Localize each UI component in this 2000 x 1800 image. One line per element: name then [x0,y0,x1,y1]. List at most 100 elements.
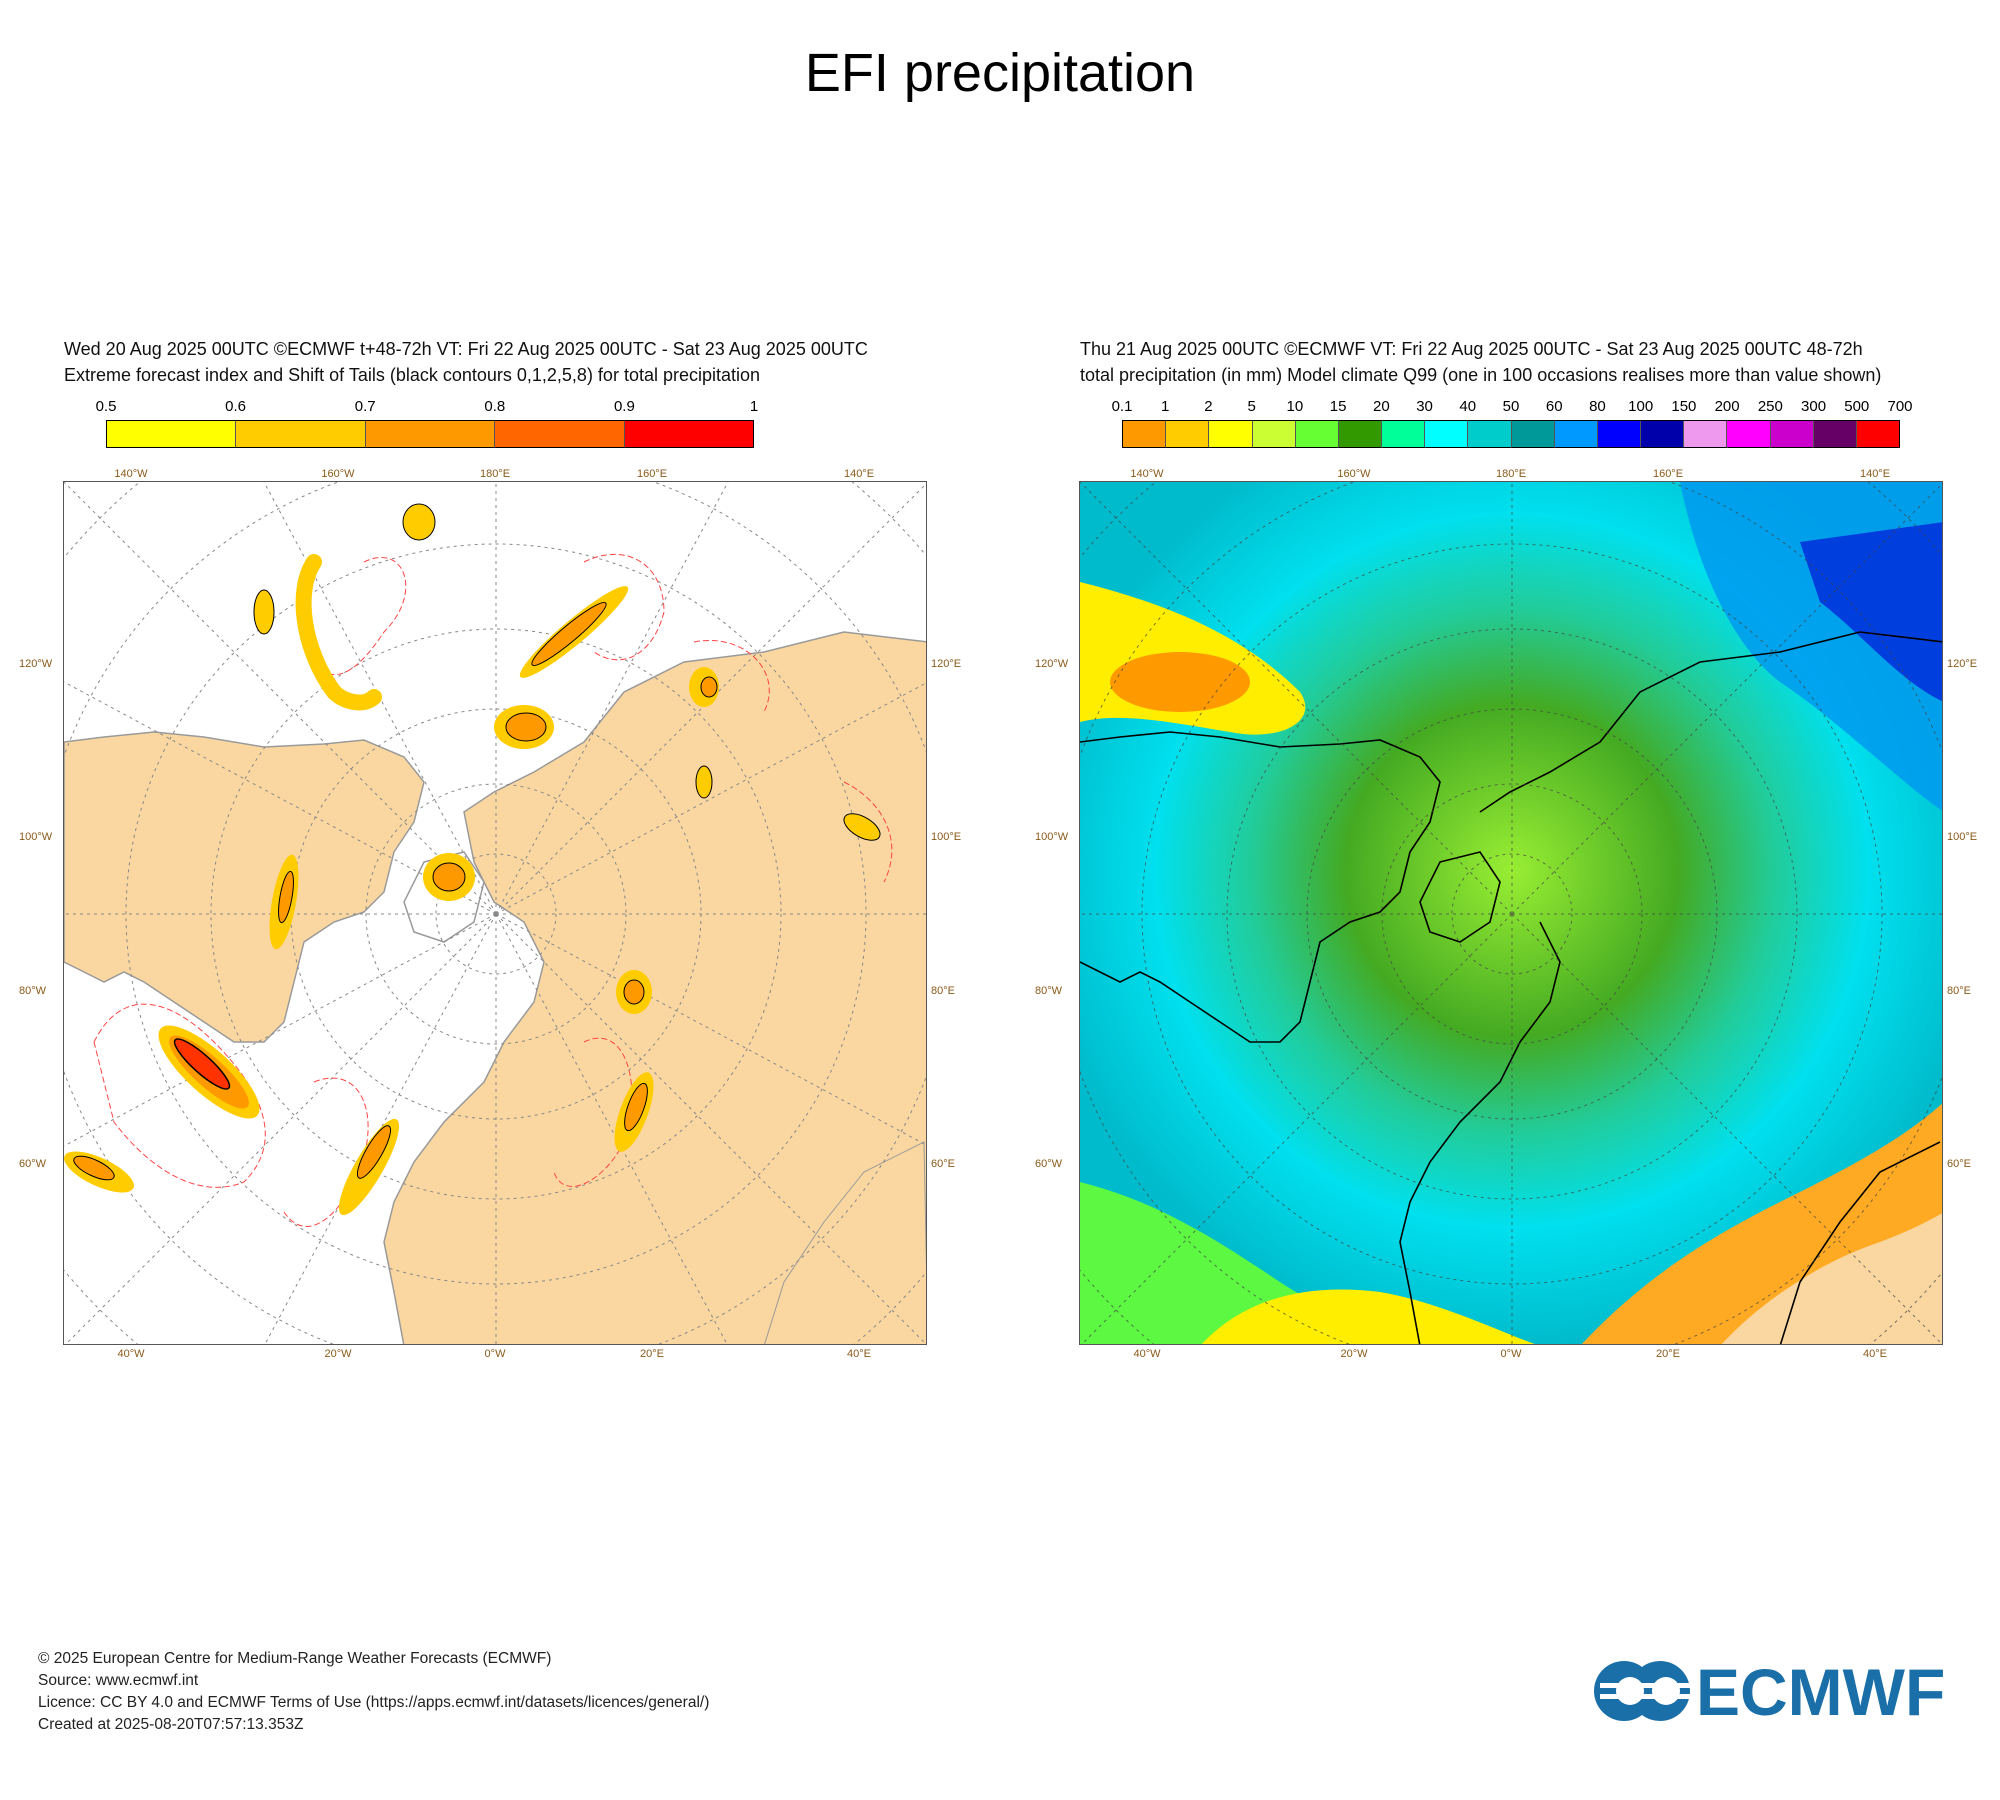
right-header-line1: Thu 21 Aug 2025 00UTC ©ECMWF VT: Fri 22 … [1080,339,1863,359]
left-colorbar-labels: 0.5 0.6 0.7 0.8 0.9 1 [96,398,759,416]
colorbar-label: 50 [1502,398,1520,415]
axis-label-bottom: 40°E [847,1348,871,1360]
colorbar-swatch [1209,421,1253,447]
colorbar-label: 5 [1247,398,1256,415]
right-map-canvas [1080,482,1942,1344]
colorbar-swatch [1641,421,1685,447]
colorbar-label: 0.9 [613,398,635,415]
colorbar-label: 700 [1887,398,1913,415]
colorbar-label: 15 [1329,398,1347,415]
colorbar-swatch [107,421,237,447]
axis-label-top: 160°E [636,468,668,480]
footer-created: Created at 2025-08-20T07:57:13.353Z [38,1716,304,1733]
axis-label-top: 180°E [1495,468,1527,480]
left-header-line2: Extreme forecast index and Shift of Tail… [64,365,761,385]
colorbar-label: 40 [1459,398,1477,415]
axis-label-bottom: 20°E [640,1348,664,1360]
axis-label-bottom: 40°W [117,1348,145,1360]
colorbar-swatch [1511,421,1555,447]
axis-label-right: 80°E [931,985,955,997]
axis-label-top: 140°W [1130,468,1164,480]
footer: © 2025 European Centre for Medium-Range … [38,1648,709,1736]
land-africa [764,1141,926,1344]
axis-label-right: 120°E [931,658,962,670]
axis-label-bottom: 0°W [484,1348,506,1360]
axis-label-right: 60°E [931,1158,955,1170]
colorbar-label: 500 [1844,398,1870,415]
axis-label-left: 100°W [1035,831,1069,843]
colorbar-label: 300 [1801,398,1827,415]
right-colorbar [1122,420,1900,448]
axis-label-right: 100°E [1947,831,1978,843]
axis-label-top: 160°E [1652,468,1684,480]
colorbar-label: 0.6 [225,398,247,415]
axis-label-top: 160°W [321,468,355,480]
colorbar-swatch [365,421,496,447]
axis-label-bottom: 40°W [1133,1348,1161,1360]
axis-label-right: 80°E [1947,985,1971,997]
axis-label-bottom: 20°E [1656,1348,1680,1360]
ecmwf-logo-mark [1594,1661,1690,1721]
axis-label-right: 120°E [1947,658,1978,670]
colorbar-label: 250 [1757,398,1783,415]
right-map[interactable] [1079,481,1943,1345]
left-panel-header: Wed 20 Aug 2025 00UTC ©ECMWF t+48-72h VT… [64,336,868,388]
axis-label-left: 120°W [19,658,53,670]
footer-licence: Licence: CC BY 4.0 and ECMWF Terms of Us… [38,1694,710,1711]
colorbar-swatch [1123,421,1167,447]
colorbar-label: 2 [1204,398,1213,415]
colorbar-label: 10 [1286,398,1304,415]
colorbar-label: 60 [1545,398,1563,415]
colorbar-label: 0.8 [484,398,506,415]
colorbar-label: 30 [1416,398,1433,415]
left-map[interactable] [63,481,927,1345]
colorbar-swatch [1338,421,1383,447]
left-map-canvas [64,482,926,1344]
colorbar-swatch [236,421,366,447]
axis-label-top: 140°W [114,468,148,480]
colorbar-label: 0.1 [1111,398,1133,415]
axis-label-left: 80°W [1035,985,1063,997]
colorbar-label: 1 [749,398,759,415]
axis-label-left: 60°W [1035,1158,1063,1170]
colorbar-swatch [1727,421,1771,447]
left-header-line1: Wed 20 Aug 2025 00UTC ©ECMWF t+48-72h VT… [64,339,868,359]
axis-label-top: 160°W [1337,468,1371,480]
colorbar-swatch [1468,421,1512,447]
colorbar-label: 80 [1589,398,1606,415]
colorbar-swatch [1770,421,1814,447]
axis-label-left: 100°W [19,831,53,843]
axis-label-top: 180°E [479,468,511,480]
axis-label-right: 100°E [931,831,962,843]
colorbar-label: 150 [1671,398,1697,415]
colorbar-swatch [1382,421,1426,447]
colorbar-label: 20 [1372,398,1390,415]
footer-copyright: © 2025 European Centre for Medium-Range … [38,1650,552,1667]
right-header-line2: total precipitation (in mm) Model climat… [1080,365,1882,385]
colorbar-label: 0.7 [354,398,376,415]
left-colorbar [106,420,754,448]
axis-label-left: 80°W [19,985,47,997]
colorbar-swatch [624,421,754,447]
colorbar-swatch [1295,421,1339,447]
ecmwf-logo: ECMWF [1594,1655,1945,1727]
right-colorbar-labels: 0.1 1 2 5 10 15 20 30 40 50 60 80 100 150 200 250 300 500… [1112,398,1913,416]
colorbar-swatch [1856,421,1900,447]
colorbar-label: 200 [1714,398,1740,415]
axis-label-top: 140°E [1859,468,1891,480]
colorbar-swatch [1425,421,1469,447]
colorbar-label: 1 [1161,398,1170,415]
axis-label-left: 120°W [1035,658,1069,670]
axis-label-top: 140°E [843,468,875,480]
efi-patches [64,503,881,1216]
colorbar-swatch [1252,421,1296,447]
colorbar-swatch [495,421,625,447]
colorbar-swatch [1554,421,1598,447]
colorbar-label: 100 [1628,398,1654,415]
right-panel-header: Thu 21 Aug 2025 00UTC ©ECMWF VT: Fri 22 … [1080,336,1881,388]
axis-label-bottom: 40°E [1863,1348,1887,1360]
axis-label-left: 60°W [19,1158,47,1170]
colorbar-swatch [1813,421,1857,447]
axis-label-bottom: 20°W [1340,1348,1368,1360]
axis-label-bottom: 0°W [1500,1348,1522,1360]
